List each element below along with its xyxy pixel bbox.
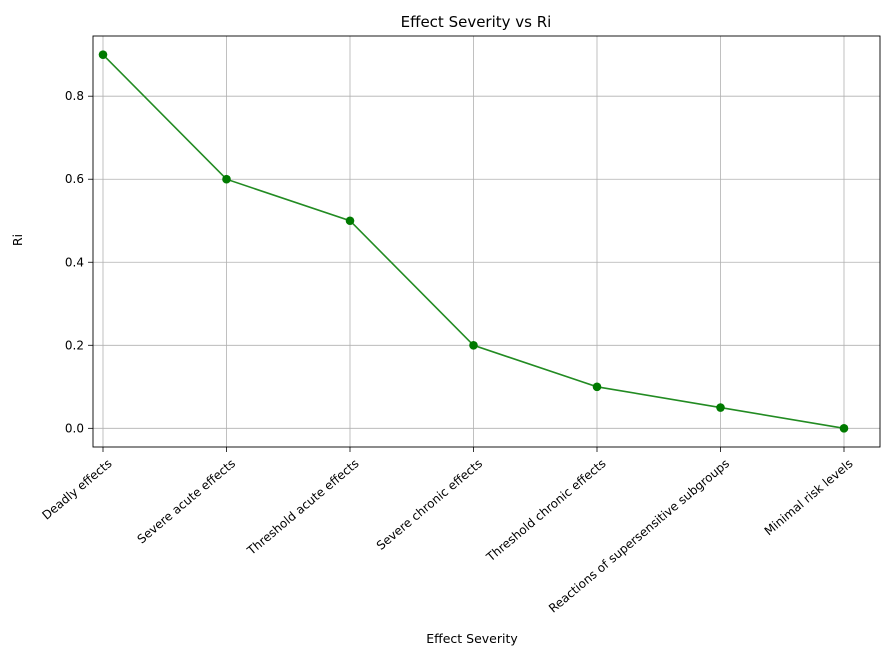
x-tick-label: Severe acute effects xyxy=(135,456,239,546)
data-point xyxy=(716,403,725,412)
y-tick-label: 0.4 xyxy=(65,255,84,269)
grid xyxy=(93,36,880,447)
x-axis-label: Effect Severity xyxy=(426,631,518,646)
plot-frame xyxy=(92,35,881,448)
y-tick-label: 0.2 xyxy=(65,338,84,352)
chart-title: Effect Severity vs Ri xyxy=(401,13,552,31)
data-point xyxy=(345,216,355,226)
x-tick-label: Threshold acute effects xyxy=(244,456,362,558)
y-tick-label: 0.8 xyxy=(65,89,84,103)
data-point xyxy=(839,424,849,433)
y-axis-label: Ri xyxy=(10,234,25,246)
data-point xyxy=(222,174,231,184)
data-point xyxy=(592,382,602,392)
data-point xyxy=(98,50,108,59)
tick-labels: Deadly effects Severe acute effects Thresh… xyxy=(39,89,855,615)
axes xyxy=(88,35,881,452)
x-tick-label: Threshold chronic effects xyxy=(483,456,609,564)
series-layer xyxy=(98,50,849,433)
y-tick-label: 0.0 xyxy=(65,421,84,435)
y-tick-label: 0.6 xyxy=(65,172,84,186)
data-point xyxy=(469,340,478,350)
x-tick-label: Severe chronic effects xyxy=(374,456,485,553)
x-tick-label: Deadly effects xyxy=(39,456,114,522)
x-tick-label: Minimal risk levels xyxy=(762,456,856,538)
